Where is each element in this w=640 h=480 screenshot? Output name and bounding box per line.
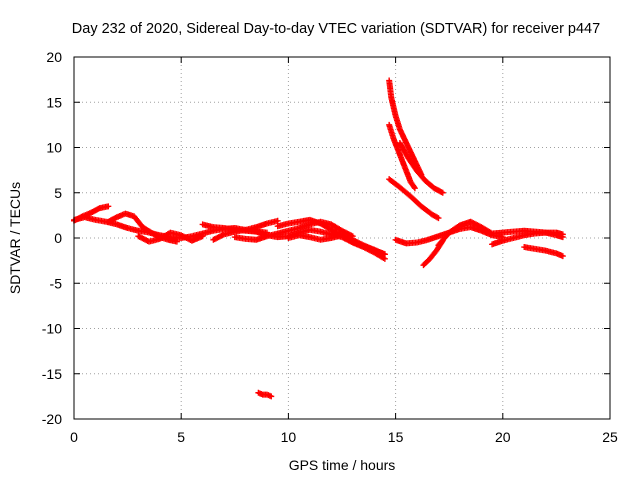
series-track-6: [210, 217, 281, 243]
series-track-2: [71, 203, 112, 224]
series-track-19: [521, 244, 566, 260]
y-tick-label: -15: [42, 366, 62, 382]
data-point: [105, 203, 112, 210]
y-tick-label: 10: [46, 140, 62, 156]
data-point: [268, 393, 275, 400]
y-tick-label: 15: [46, 94, 62, 110]
series-track-18: [489, 229, 566, 248]
y-tick-label: -20: [42, 411, 62, 427]
y-tick-label: 20: [46, 49, 62, 65]
x-tick-label: 5: [177, 429, 185, 445]
x-tick-label: 10: [281, 429, 297, 445]
data-point: [274, 217, 281, 224]
data-point: [381, 255, 388, 262]
series-track-3: [105, 210, 180, 245]
x-tick-label: 15: [388, 429, 404, 445]
data-point: [199, 233, 206, 240]
series-track-4: [135, 229, 206, 245]
y-axis-label: SDTVAR / TECUs: [7, 182, 23, 294]
data-point: [435, 215, 442, 222]
y-tick-label: -5: [50, 275, 63, 291]
data-point: [173, 238, 180, 245]
data-point: [434, 214, 441, 221]
series-track-13: [396, 139, 446, 196]
series-track-14: [386, 176, 442, 222]
data-point: [411, 183, 418, 190]
data-marks: [71, 77, 566, 400]
x-tick-label: 0: [70, 429, 78, 445]
x-axis-label: GPS time / hours: [289, 457, 396, 473]
axis-ticks: 0 5 10 15 20 25 20 15 10 5 0 -5 -10 -15 -20: [42, 49, 618, 445]
data-point: [411, 185, 418, 192]
x-tick-label: 20: [495, 429, 511, 445]
data-point: [559, 253, 566, 260]
chart-title: Day 232 of 2020, Sidereal Day-to-day VTE…: [72, 21, 600, 37]
y-tick-label: 0: [54, 230, 62, 246]
y-tick-label: 5: [54, 185, 62, 201]
series-track-10: [255, 389, 275, 400]
y-tick-label: -10: [42, 321, 62, 337]
data-point: [439, 189, 446, 196]
series-track-12: [386, 121, 418, 192]
series-track-9: [285, 232, 388, 262]
x-tick-label: 25: [602, 429, 618, 445]
data-point: [559, 234, 566, 241]
